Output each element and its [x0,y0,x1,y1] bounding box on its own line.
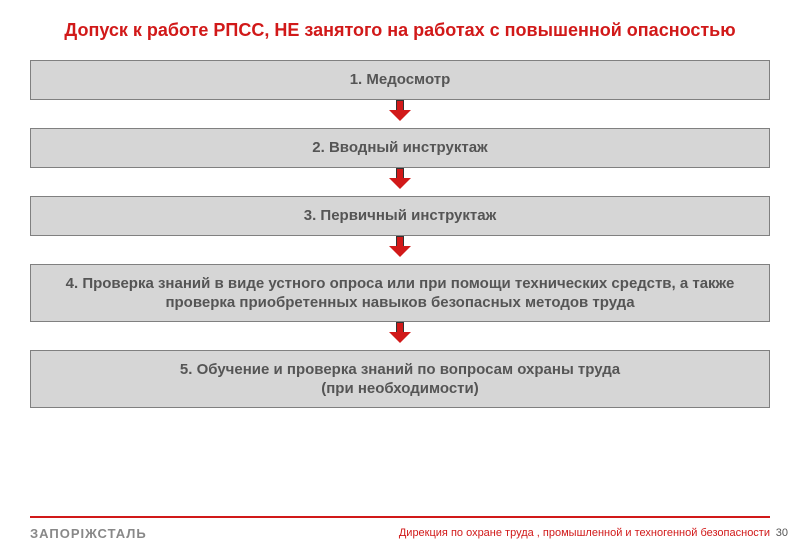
flow-step-4: 4. Проверка знаний в виде устного опроса… [30,264,770,322]
arrow-shaft [396,100,404,110]
flow-step-3: 3. Первичный инструктаж [30,196,770,236]
arrow-head-icon [389,110,411,121]
slide: Допуск к работе РПСС, НЕ занятого на раб… [0,0,800,553]
arrow-head-icon [389,246,411,257]
footer-divider [30,516,770,518]
slide-title: Допуск к работе РПСС, НЕ занятого на раб… [0,20,800,41]
arrow-head-icon [389,332,411,343]
flow-step-2: 2. Вводный инструктаж [30,128,770,168]
footer-text: Дирекция по охране труда , промышленной … [399,527,770,539]
flow-step-1: 1. Медосмотр [30,60,770,100]
flow-step-5: 5. Обучение и проверка знаний по вопроса… [30,350,770,408]
footer-logo: ЗАПОРІЖСТАЛЬ [30,526,147,541]
arrow-shaft [396,236,404,246]
arrow-shaft [396,168,404,178]
page-number: 30 [776,527,788,539]
flow-arrow-3 [387,236,413,264]
flow-arrow-4 [387,322,413,350]
flow-arrow-1 [387,100,413,128]
flow-arrow-2 [387,168,413,196]
arrow-head-icon [389,178,411,189]
arrow-shaft [396,322,404,332]
